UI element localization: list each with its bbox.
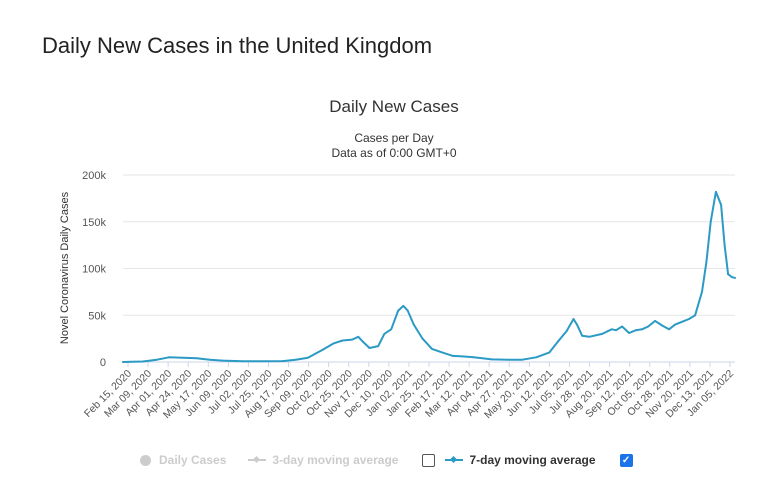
data-point [397, 309, 400, 312]
data-point [734, 276, 736, 279]
data-point [647, 325, 650, 328]
data-point [351, 338, 354, 341]
data-point [723, 244, 726, 247]
data-point [431, 348, 433, 350]
data-point [628, 332, 630, 334]
data-point [588, 335, 591, 338]
data-point [557, 339, 560, 342]
y-tick-label: 100k [82, 264, 106, 276]
data-point [281, 360, 284, 362]
data-point [668, 328, 670, 331]
data-point [654, 319, 657, 322]
data-point [709, 220, 712, 223]
data-point [181, 356, 184, 359]
data-point [357, 335, 360, 338]
checkbox-7-day-average[interactable]: ✓ [619, 453, 633, 467]
data-point [333, 342, 335, 345]
data-point [521, 358, 524, 361]
data-point [641, 328, 644, 331]
data-point [720, 204, 723, 206]
data-point [402, 305, 405, 307]
data-point [705, 261, 708, 263]
data-point [548, 351, 551, 354]
data-point [701, 290, 703, 293]
data-point [694, 314, 696, 317]
chart-subtitle-line-1: Cases per Day [354, 131, 433, 145]
y-tick-label: 200k [82, 170, 106, 182]
data-point [208, 358, 211, 361]
data-point [390, 328, 393, 331]
data-point [715, 190, 717, 193]
chart-legend: Daily Cases 3-day moving average 7-day m… [140, 450, 643, 470]
data-point [142, 360, 144, 363]
data-point [377, 345, 380, 348]
data-point [341, 339, 344, 342]
data-point [615, 329, 617, 332]
y-axis-ticks: 0 50k 100k 150k 200k [82, 170, 106, 369]
legend-label: 3-day moving average [272, 453, 399, 467]
data-point [730, 276, 733, 278]
y-tick-label: 50k [88, 310, 106, 322]
data-point [727, 273, 729, 276]
data-point [241, 360, 244, 363]
data-point [610, 328, 613, 331]
data-point [491, 358, 493, 361]
data-point [155, 358, 158, 361]
data-point [688, 318, 690, 320]
data-point [383, 333, 386, 335]
data-point [441, 351, 444, 354]
legend-label: Daily Cases [159, 453, 227, 467]
data-point [681, 320, 683, 323]
data-point [674, 323, 677, 326]
legend-item-7-day-average[interactable]: 7-day moving average [445, 453, 596, 467]
data-point [294, 358, 297, 361]
data-point [508, 358, 511, 361]
chart-subtitle-line-2: Data as of 0:00 GMT+0 [331, 146, 456, 160]
data-point [472, 356, 475, 359]
line-marker-icon [248, 455, 267, 465]
legend-item-3-day-average[interactable]: 3-day moving average [248, 453, 398, 467]
data-point [361, 340, 364, 343]
y-tick-label: 150k [82, 217, 106, 229]
page-title: Daily New Cases in the United Kingdom [42, 33, 433, 58]
grid-lines [123, 174, 735, 367]
data-point [535, 356, 538, 359]
data-point [565, 330, 568, 333]
data-point [195, 357, 198, 360]
series-layer [122, 190, 736, 363]
data-point [635, 329, 637, 332]
data-point [621, 325, 624, 328]
data-point [451, 355, 454, 357]
line-marker-icon [445, 455, 464, 465]
data-point [581, 334, 584, 337]
data-point [168, 356, 170, 359]
data-point [122, 361, 124, 363]
checkbox-3-day-average[interactable] [422, 453, 436, 467]
data-point [572, 318, 575, 320]
data-point [601, 333, 604, 335]
circle-marker-icon [140, 454, 151, 466]
data-point [461, 355, 464, 358]
data-point [321, 348, 324, 351]
data-point [406, 309, 409, 312]
data-point [576, 323, 578, 326]
data-point [221, 359, 224, 362]
data-point [421, 337, 424, 340]
data-point [717, 197, 720, 200]
chart-title: Daily New Cases [329, 97, 458, 116]
data-point [412, 323, 415, 326]
y-tick-label: 0 [100, 357, 106, 369]
data-point [307, 356, 309, 359]
data-point [661, 324, 663, 327]
data-point [368, 347, 371, 349]
series-line [122, 190, 736, 363]
y-axis-label: Novel Coronavirus Daily Cases [59, 191, 71, 344]
data-point [261, 360, 264, 363]
legend-item-daily-cases[interactable]: Daily Cases [140, 453, 226, 467]
legend-label: 7-day moving average [469, 453, 596, 467]
